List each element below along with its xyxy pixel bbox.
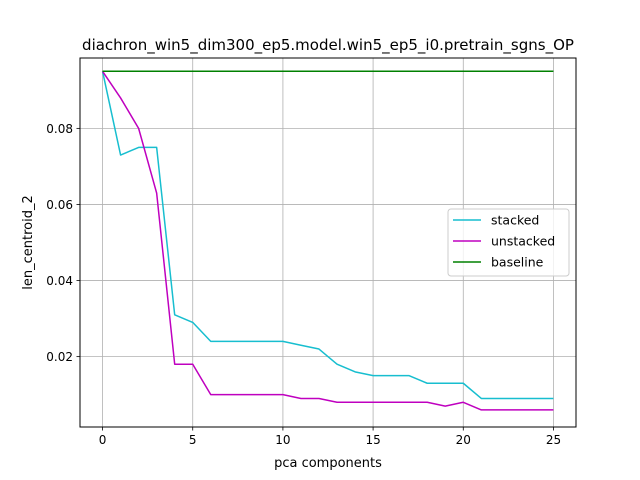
legend-label-stacked: stacked: [491, 213, 539, 228]
y-tick-label: 0.04: [46, 274, 73, 288]
y-tick-label: 0.08: [46, 122, 73, 136]
legend-label-unstacked: unstacked: [491, 234, 555, 249]
y-axis-label: len_centroid_2: [21, 195, 36, 289]
chart-title: diachron_win5_dim300_ep5.model.win5_ep5_…: [82, 36, 574, 55]
plot-frame: [79, 57, 577, 428]
series-layer: [101, 70, 554, 411]
x-axis-label: pca components: [274, 456, 382, 471]
x-tick-label: 10: [275, 433, 290, 447]
x-tick-label: 25: [546, 433, 561, 447]
x-tick-label: 20: [456, 433, 471, 447]
series-line-unstacked: [101, 70, 554, 411]
x-tick-label: 15: [365, 433, 380, 447]
ticks: 0 5 10 15 20 25 0.02 0.04 0.06 0.08: [46, 122, 561, 447]
legend-frame: [447, 208, 570, 277]
y-tick-label: 0.02: [46, 350, 73, 364]
series-line-stacked: [101, 71, 554, 400]
x-tick-label: 5: [189, 433, 197, 447]
legend-label-baseline: baseline: [491, 255, 544, 270]
legend: stacked unstacked baseline: [447, 208, 570, 277]
x-tick-label: 0: [99, 433, 107, 447]
y-tick-label: 0.06: [46, 198, 73, 212]
